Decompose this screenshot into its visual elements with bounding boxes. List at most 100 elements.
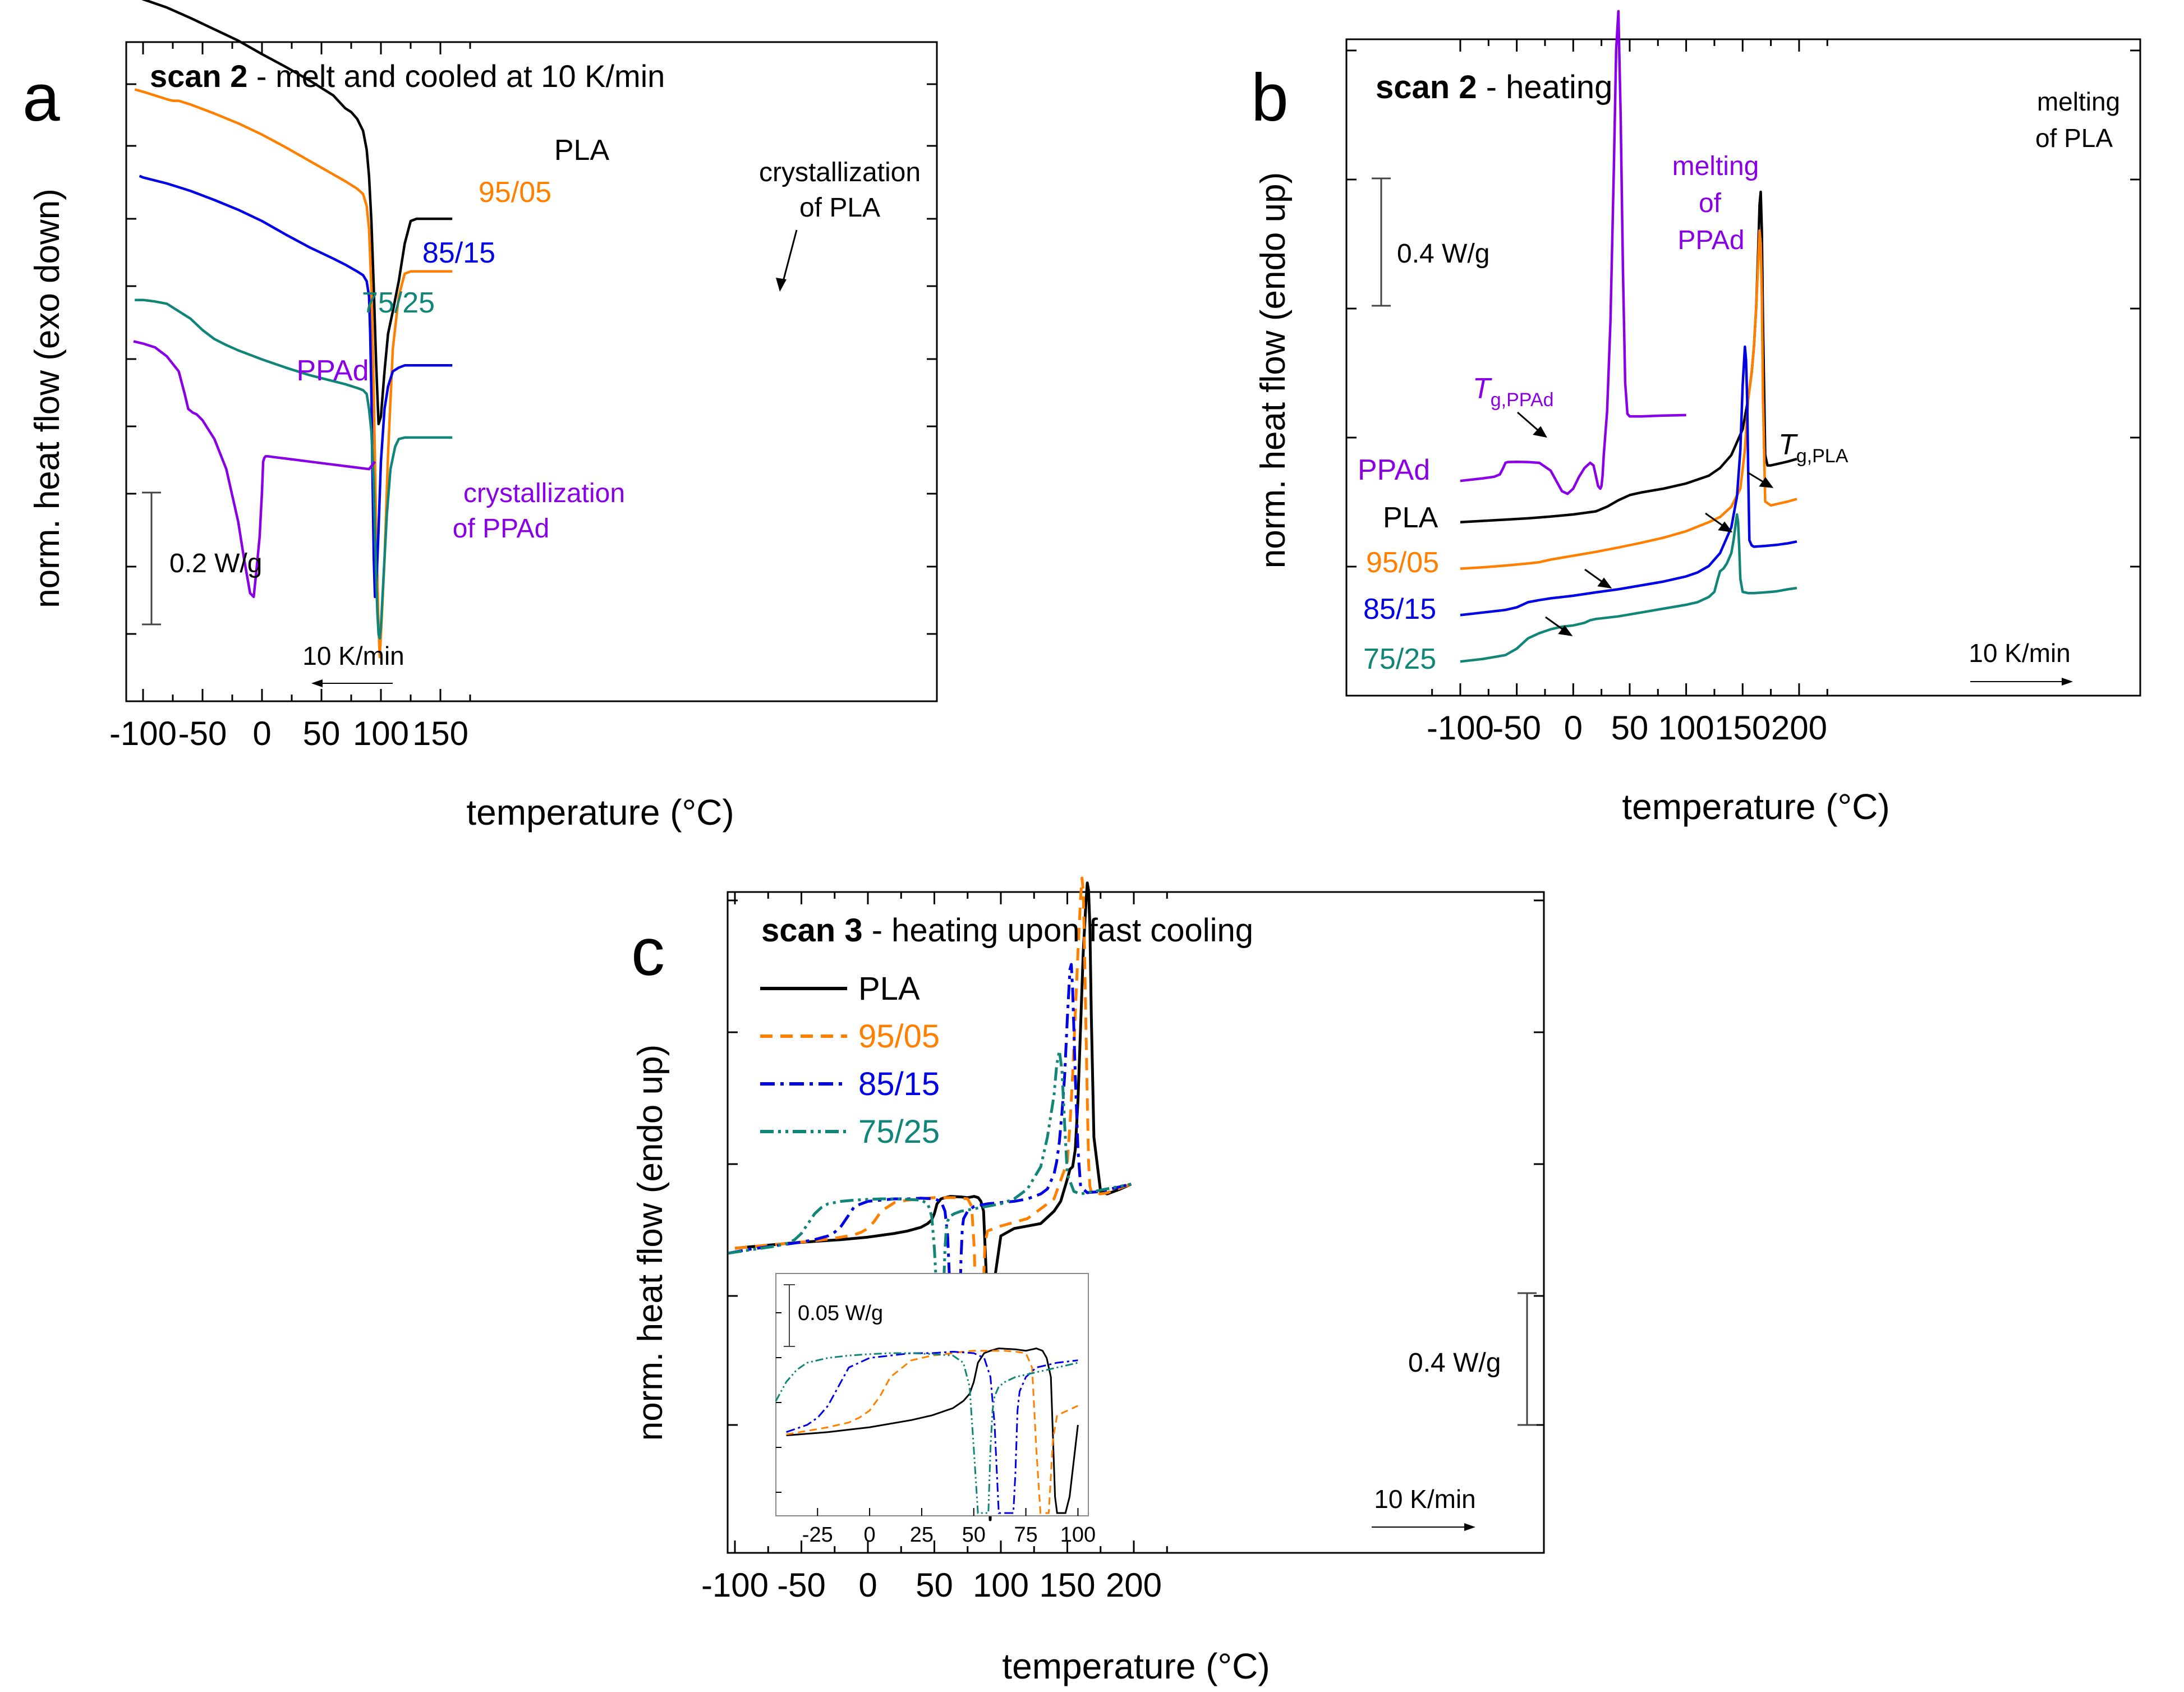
inset-frame [775, 1273, 1089, 1516]
panel-c-x-tick-label: 200 [1106, 1566, 1162, 1604]
panel-b-label-95-05: 95/05 [1366, 546, 1439, 579]
panel-a-x-tick-label: -100 [109, 715, 177, 752]
panel-a-series-85-15 [139, 174, 453, 599]
panel-a-title: scan 2 - melt and cooled at 10 K/min [150, 58, 665, 94]
panel-c-legend: PLA 95/05 85/15 75/25 [760, 971, 940, 1150]
legend-label-95-05: 95/05 [858, 1018, 940, 1055]
panel-c-x-label: temperature (°C) [1002, 1646, 1270, 1686]
panel-b-series [1460, 10, 1797, 663]
panel-a-x-tick-label: -50 [178, 715, 227, 752]
panel-c-y-label: norm. heat flow (endo up) [631, 1045, 670, 1441]
panel-b-rate-label: 10 K/min [1969, 638, 2071, 668]
inset-series-85-15 [786, 1350, 1078, 1514]
panel-b-x-tick-label: 200 [1771, 709, 1827, 747]
panel-c-x-tick-label: -50 [777, 1566, 826, 1604]
panel-c-x-tick-label: 100 [973, 1566, 1029, 1604]
panel-a-rate-arrowhead [311, 679, 323, 687]
panel-a-y-label: norm. heat flow (exo down) [28, 188, 67, 608]
panel-b-title: scan 2 - heating [1376, 69, 1612, 105]
panel-c-ticks [728, 892, 1544, 1553]
panel-b-x-label: temperature (°C) [1622, 787, 1889, 827]
panel-a-series-PPAd [133, 340, 376, 599]
panel-b-annotation-melting-ppad-3: PPAd [1677, 226, 1744, 255]
inset-ticks [776, 1312, 1079, 1516]
panel-b-annotation-melting-ppad-1: melting [1672, 151, 1759, 181]
panel-c-x-tick-label: 0 [858, 1566, 877, 1604]
inset-scale-label: 0.05 W/g [798, 1302, 883, 1325]
inset-x-tick-labels: -25 0 25 50 75 100 [802, 1523, 1096, 1547]
panel-a-annotation-cryst-pla-1: crystallization [759, 158, 921, 187]
inset-series [775, 1347, 1079, 1514]
inset-x-tick-label: 75 [1014, 1523, 1037, 1547]
panel-b-y-label: norm. heat flow (endo up) [1254, 172, 1293, 569]
panel-a-label-75-25: 75/25 [362, 287, 435, 319]
panel-a-annotation-cryst-ppad-2: of PPAd [453, 514, 550, 544]
panel-c-inset: -25 0 25 50 75 100 0.05 W/g [775, 1273, 1096, 1547]
panel-a-series [133, 0, 453, 659]
panel-a-label-85-15: 85/15 [422, 237, 495, 269]
panel-a-ticks [126, 42, 937, 701]
panel-a-x-label: temperature (°C) [466, 792, 734, 833]
panel-b-ticks [1346, 39, 2140, 696]
panel-a-x-tick-label: 150 [412, 715, 468, 752]
panel-a-label-95-05: 95/05 [479, 176, 551, 209]
panel-b-annotation-melting-pla-2: of PLA [2035, 123, 2113, 153]
panel-a-series-95-05 [134, 88, 453, 659]
legend-label-PLA: PLA [858, 971, 920, 1007]
inset-x-tick-label: 0 [864, 1523, 876, 1547]
panel-b-annotation-melting-ppad-2: of [1699, 188, 1722, 218]
panel-b-x-tick-label: 50 [1611, 709, 1649, 747]
panel-b-label-85-15: 85/15 [1363, 593, 1436, 626]
panel-c-scale-label: 0.4 W/g [1408, 1348, 1501, 1378]
panel-c-x-tick-label: -100 [701, 1566, 769, 1604]
panel-b-series-85-15 [1460, 345, 1797, 617]
panel-b-x-tick-label: -100 [1427, 709, 1494, 747]
panel-a-letter: a [22, 60, 60, 135]
inset-x-tick-label: -25 [802, 1523, 833, 1547]
panel-b-rate-arrowhead [2062, 678, 2073, 686]
inset-x-tick-label: 100 [1060, 1523, 1096, 1547]
panel-a-annotation-cryst-pla-2: of PLA [799, 193, 880, 223]
panel-a-annotation-arrow-shaft [781, 229, 798, 284]
panel-c-letter: c [631, 914, 665, 990]
inset-series-PLA [786, 1347, 1079, 1514]
panel-b-tg-pla: Tg,PLA [1778, 429, 1849, 467]
inset-series-75-25 [775, 1352, 1078, 1514]
panel-c-series-85-15 [728, 963, 1132, 1435]
inset-series-95-05 [786, 1350, 1079, 1514]
panel-b-series-95-05 [1460, 229, 1797, 570]
inset-x-tick-label: 25 [910, 1523, 934, 1547]
panel-a-x-tick-labels: -100 -50 0 50 100 150 [109, 715, 468, 752]
panel-b-x-tick-label: -50 [1492, 709, 1541, 747]
panel-c-x-tick-labels: -100 -50 0 50 100 150 200 [701, 1566, 1162, 1604]
panel-a-x-tick-label: 0 [252, 715, 271, 752]
panel-a-annotation-cryst-ppad-1: crystallization [463, 479, 625, 508]
panel-b-label-PPAd: PPAd [1358, 454, 1430, 486]
panel-a-annotation-arrowhead [776, 278, 787, 292]
panel-c-rate-arrowhead [1464, 1523, 1475, 1531]
panel-c-title: scan 3 - heating upon fast cooling [761, 912, 1253, 949]
panel-b-letter: b [1251, 60, 1289, 135]
panel-a-x-tick-label: 100 [353, 715, 409, 752]
panel-b-label-75-25: 75/25 [1363, 643, 1436, 675]
panel-b-series-PPAd [1460, 10, 1686, 495]
panel-a-scale-label: 0.2 W/g [169, 549, 262, 578]
panel-b-tg-ppad: Tg,PPAd [1473, 373, 1554, 411]
panel-b-x-tick-label: 0 [1564, 709, 1583, 747]
panel-b-x-tick-labels: -100-50 0 50 100 150 200 [1427, 709, 1827, 747]
legend-label-85-15: 85/15 [858, 1066, 940, 1102]
inset-x-tick-label: 50 [962, 1523, 986, 1547]
panel-c-rate-label: 10 K/min [1374, 1484, 1476, 1514]
panel-c-frame [727, 891, 1545, 1554]
panel-b-series-75-25 [1460, 513, 1797, 663]
panel-b-tg-arrows [1517, 411, 1774, 637]
panel-b-scale-label: 0.4 W/g [1397, 239, 1489, 269]
panel-a-rate-label: 10 K/min [302, 641, 404, 670]
panel-c: c -100 -50 0 50 100 150 200 scan 3 - heating u… [631, 876, 1545, 1686]
panel-a: a -100 -50 0 50 100 150 scan 2 - melt and coo… [22, 0, 938, 833]
panel-a-series-PLA [141, 0, 453, 426]
panel-c-x-tick-label: 150 [1039, 1566, 1095, 1604]
panel-b-annotation-melting-pla-1: melting [2037, 87, 2120, 116]
panel-c-x-tick-label: 50 [916, 1566, 953, 1604]
